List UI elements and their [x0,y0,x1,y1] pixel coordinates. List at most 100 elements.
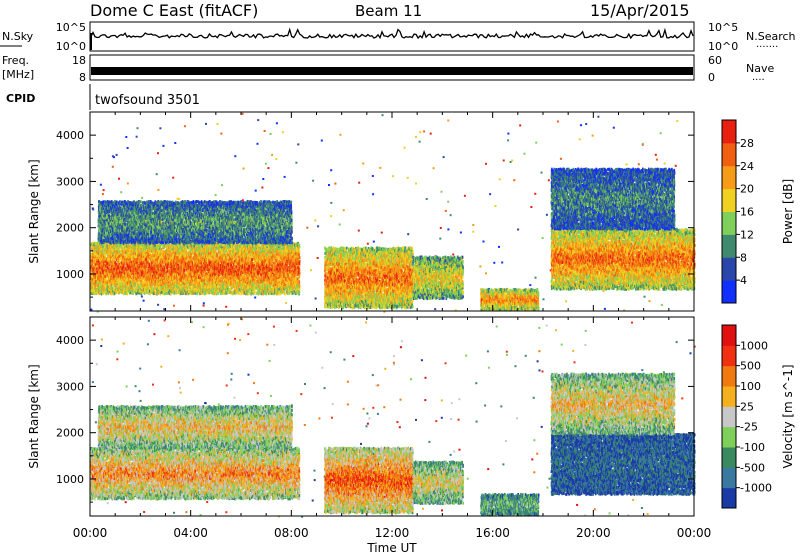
power-noise-cell [136,136,138,138]
cpid-value: twofsound 3501 [95,93,200,108]
power-noise-cell [157,304,159,306]
power-noise-cell [141,296,143,298]
power-noise-cell [92,208,94,210]
power-noise-cell [343,209,345,211]
power-noise-cell [503,160,505,162]
nsky-line [91,30,693,38]
power-noise-cell [112,155,114,157]
power-noise-cell [381,232,383,234]
power-noise-cell [661,304,663,306]
power-noise-cell [103,189,105,191]
power-cell [120,250,122,253]
power-noise-cell [649,300,651,302]
power-noise-cell [604,308,606,310]
power-noise-cell [523,153,525,155]
power-noise-cell [265,163,267,165]
power-noise-cell [317,257,319,259]
nsky-label: N.Sky [2,30,34,43]
power-noise-cell [638,163,640,165]
power-noise-cell [472,224,474,226]
power-noise-cell [330,215,332,217]
power-noise-cell [530,206,532,208]
power-noise-cell [254,297,256,299]
power-noise-cell [407,177,409,179]
power-noise-cell [498,246,500,248]
power-noise-cell [362,163,364,165]
freq-top-tick: 18 [72,54,86,67]
power-noise-cell [264,130,266,132]
power-noise-cell [557,121,559,123]
power-noise-cell [656,159,658,161]
power-noise-cell [592,135,594,137]
power-noise-cell [317,225,319,227]
power-noise-cell [215,194,217,196]
power-noise-cell [585,123,587,125]
power-noise-cell [203,302,205,304]
power-noise-cell [330,202,332,204]
power-noise-cell [447,201,449,203]
power-noise-cell [441,191,443,193]
power-noise-cell [372,175,374,177]
power-noise-cell [495,205,497,207]
power-noise-cell [499,178,501,180]
power-noise-cell [579,138,581,140]
power-cell [115,287,117,290]
power-noise-cell [143,300,145,302]
nsky-bottom-tick: 10^0 [56,40,86,53]
power-cell [149,264,151,267]
power-noise-cell [565,300,567,302]
power-noise-cell [485,272,487,274]
power-noise-cell [102,193,104,195]
power-noise-cell [676,120,678,122]
power-noise-cell [542,237,544,239]
power-noise-cell [255,190,257,192]
freq-unit-label: [MHz] [2,68,34,81]
power-noise-cell [548,179,550,181]
power-noise-cell [472,231,474,233]
power-noise-cell [597,116,599,118]
date-label: 15/Apr/2015 [590,1,690,20]
beam-label: Beam 11 [355,2,422,20]
power-noise-cell [519,124,521,126]
power-cell [160,247,162,250]
power-noise-cell [267,167,269,169]
power-noise-cell [460,232,462,234]
cpid-label: CPID [6,92,35,105]
power-noise-cell [174,142,176,144]
power-noise-cell [426,198,428,200]
power-noise-cell [125,136,127,138]
power-noise-cell [546,214,548,216]
power-noise-cell [419,131,421,133]
power-noise-cell [580,124,582,126]
power-noise-cell [489,193,491,195]
power-noise-cell [173,305,175,307]
plot-title: Dome C East (fitACF) [90,1,258,20]
power-noise-cell [262,178,264,180]
power-noise-cell [541,172,543,174]
power-noise-cell [275,158,277,160]
power-noise-cell [261,187,263,189]
freq-label: Freq. [2,54,29,67]
power-noise-cell [159,127,161,129]
power-noise-cell [439,238,441,240]
power-cell [149,252,151,255]
power-noise-cell [419,141,421,143]
power-noise-cell [464,195,466,197]
power-noise-cell [452,254,454,256]
power-noise-cell [483,241,485,243]
power-noise-cell [242,199,244,201]
nsearch-top-tick: 10^5 [708,21,738,34]
power-cell [166,266,168,269]
power-noise-cell [479,266,481,268]
power-noise-cell [423,130,425,132]
nave-bottom-tick: 0 [708,71,715,84]
power-noise-cell [271,154,273,156]
power-noise-cell [664,163,666,165]
nave-top-tick: 60 [708,54,722,67]
power-noise-cell [221,184,223,186]
power-noise-cell [535,277,537,279]
power-noise-cell [217,123,219,125]
power-noise-cell [282,131,284,133]
power-noise-cell [243,168,245,170]
power-noise-cell [445,210,447,212]
